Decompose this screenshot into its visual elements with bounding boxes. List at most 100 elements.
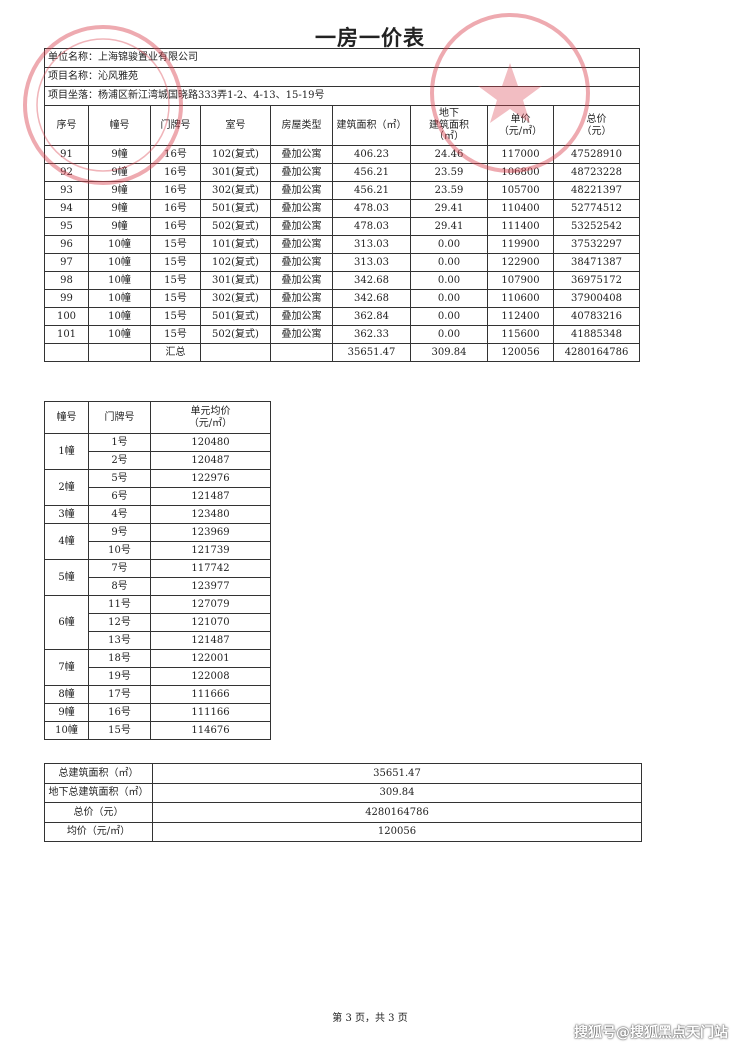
cell-door: 15号 [150,271,201,290]
table-row: 4幢 9号 123969 [44,523,271,560]
cell-unit-price: 107900 [487,271,554,290]
watermark: 搜狐号@搜狐黑点天门站 [574,1025,728,1041]
cell-building: 9幢 [88,199,151,218]
cell-underground-area: 0.00 [410,307,488,326]
cell-seq: 91 [44,145,89,164]
cell-room: 502(复式) [200,217,271,236]
cell-total-price: 38471387 [552,253,641,272]
cell-building: 5幢 [44,559,89,596]
cell-avg-price: 111166 [150,703,271,722]
cell-door: 15号 [150,253,201,272]
cell-total-price: 52774512 [552,199,641,218]
summary-value: 4280164786 [152,802,642,823]
cell-type: 叠加公寓 [270,181,333,200]
cell-seq: 98 [44,271,89,290]
column-header: 门牌号 [150,105,201,146]
cell-room: 301(复式) [200,271,271,290]
cell-seq: 94 [44,199,89,218]
table-row: 8幢 17号 111666 [44,685,271,704]
summary-row: 总价（元） 4280164786 [44,802,642,823]
column-header: 地下 建筑面积 （㎡） [410,105,488,146]
cell-total-price: 53252542 [552,217,641,236]
cell-seq: 93 [44,181,89,200]
table-row: 10号 121739 [45,541,271,560]
cell-door: 17号 [88,685,151,704]
table-row: 99 10幢 15号 302(复式) 叠加公寓 342.68 0.00 110600 37900… [44,289,641,308]
cell-unit-price: 122900 [487,253,554,272]
cell-underground-area: 23.59 [410,181,488,200]
cell-type: 叠加公寓 [270,271,333,290]
cell-empty [270,343,333,362]
table-row: 91 9幢 16号 102(复式) 叠加公寓 406.23 24.46 117000 47528… [44,145,641,164]
cell-seq: 97 [44,253,89,272]
cell-door: 7号 [88,559,151,578]
cell-room: 102(复式) [200,253,271,272]
cell-avg-price: 121487 [150,631,271,650]
cell-underground-area: 24.46 [410,145,488,164]
summary-table: 总建筑面积（㎡） 35651.47 地下总建筑面积（㎡） 309.84 总价（元） 428… [44,763,642,842]
cell-door: 16号 [150,181,201,200]
cell-building: 10幢 [44,721,89,740]
total-area: 35651.47 [332,343,411,362]
info-row: 项目坐落：杨浦区新江湾城国晓路333弄1-2、4-13、15-19号 [43,86,641,106]
cell-door: 15号 [150,289,201,308]
cell-room: 302(复式) [200,289,271,308]
cell-underground-area: 0.00 [410,253,488,272]
cell-avg-price: 123480 [150,505,271,524]
cell-avg-price: 123977 [150,577,271,596]
cell-building: 3幢 [44,505,89,524]
info-company: 单位名称：上海锦骏置业有限公司 [43,48,641,68]
cell-type: 叠加公寓 [270,163,333,182]
cell-unit-price: 106800 [487,163,554,182]
table-row: 98 10幢 15号 301(复式) 叠加公寓 342.68 0.00 107900 36975… [44,271,641,290]
summary-label: 总价（元） [44,802,153,823]
table-row: 92 9幢 16号 301(复式) 叠加公寓 456.21 23.59 106800 48723… [44,163,641,182]
table-row: 5幢 7号 117742 [44,559,271,596]
cell-room: 301(复式) [200,163,271,182]
cell-unit-price: 115600 [487,325,554,344]
cell-type: 叠加公寓 [270,235,333,254]
cell-building: 7幢 [44,649,89,686]
table-row: 9幢 16号 111166 [44,703,271,722]
cell-total-price: 47528910 [552,145,641,164]
cell-seq: 100 [44,307,89,326]
column-header: 房屋类型 [270,105,333,146]
cell-area: 406.23 [332,145,411,164]
cell-door: 11号 [88,595,151,614]
cell-area: 362.33 [332,325,411,344]
cell-avg-price: 111666 [150,685,271,704]
table-row: 2幢 5号 122976 [44,469,271,506]
total-total: 4280164786 [552,343,641,362]
cell-type: 叠加公寓 [270,325,333,344]
cell-type: 叠加公寓 [270,307,333,326]
cell-seq: 99 [44,289,89,308]
cell-avg-price: 122008 [150,667,271,686]
cell-avg-price: 120487 [150,451,271,470]
cell-area: 342.68 [332,289,411,308]
cell-area: 478.03 [332,217,411,236]
cell-building: 10幢 [88,235,151,254]
cell-building: 10幢 [88,253,151,272]
table-row: 10幢 15号 114676 [44,721,271,740]
cell-underground-area: 0.00 [410,325,488,344]
price-table: 单位名称：上海锦骏置业有限公司 项目名称：沁风雅苑 项目坐落：杨浦区新江湾城国晓路3… [43,48,641,362]
cell-door: 16号 [88,703,151,722]
cell-building: 10幢 [88,325,151,344]
cell-door: 15号 [150,325,201,344]
table-row: 13号 121487 [45,631,271,650]
summary-row: 均价（元/㎡） 120056 [44,821,642,842]
header-row: 序号 幢号 门牌号 室号 房屋类型 建筑面积（㎡） 地下 建筑面积 （㎡） 单价 （元/㎡） 总价 （元… [44,105,641,146]
cell-door: 4号 [88,505,151,524]
cell-room: 502(复式) [200,325,271,344]
cell-building: 9幢 [88,217,151,236]
cell-area: 478.03 [332,199,411,218]
cell-unit-price: 117000 [487,145,554,164]
cell-building: 9幢 [88,145,151,164]
cell-unit-price: 111400 [487,217,554,236]
cell-seq: 92 [44,163,89,182]
summary-value: 120056 [152,821,642,842]
cell-total-price: 37900408 [552,289,641,308]
cell-type: 叠加公寓 [270,253,333,272]
cell-avg-price: 121487 [150,487,271,506]
cell-unit-price: 110400 [487,199,554,218]
